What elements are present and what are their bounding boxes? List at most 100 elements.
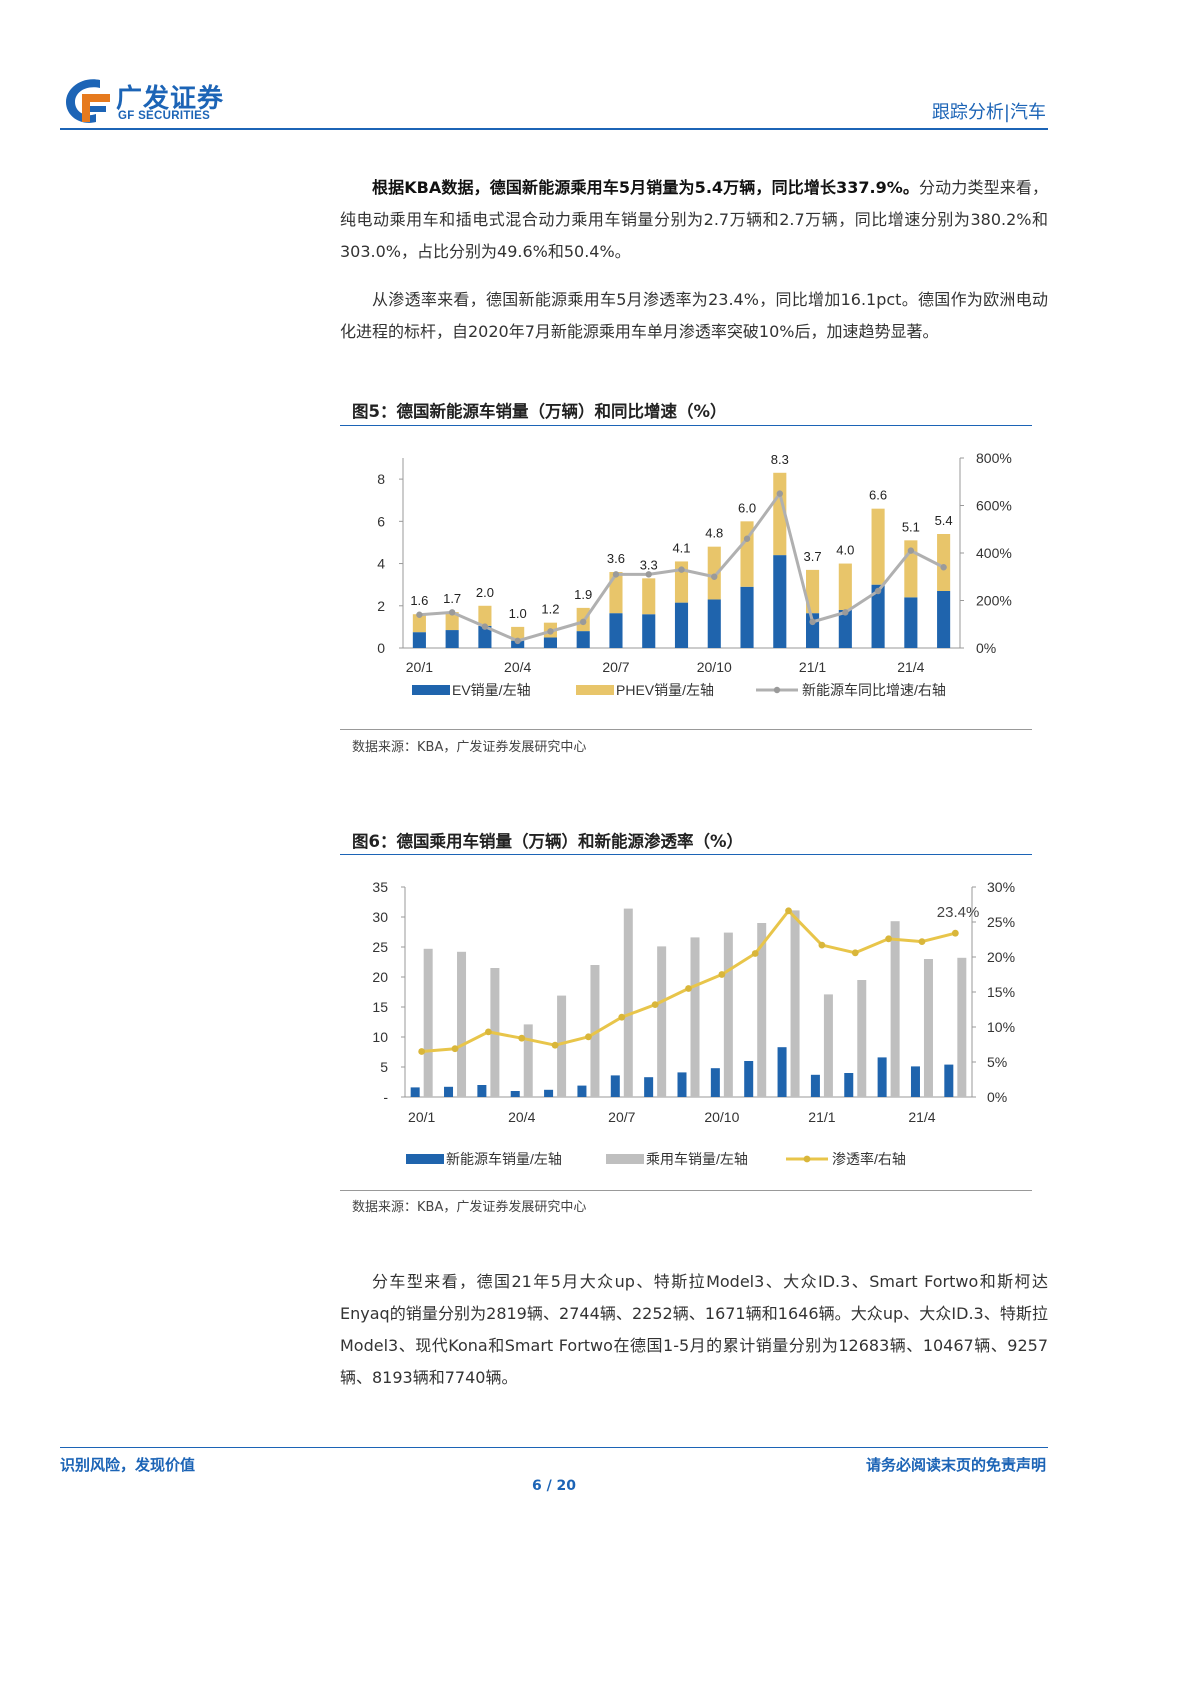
y-right-tick-label: 0% xyxy=(987,1089,1007,1105)
bar-passenger xyxy=(757,923,767,1097)
y-left-tick-label: 10 xyxy=(372,1029,388,1045)
footer-disclaimer-link[interactable]: 请务必阅读末页的免责声明 xyxy=(865,1456,1046,1474)
page-number: 6 / 20 xyxy=(531,1478,577,1494)
bar-passenger xyxy=(857,980,867,1097)
legend-yoy-label: 新能源车同比增速/右轴 xyxy=(802,682,946,698)
data-label: 1.2 xyxy=(541,602,559,617)
data-label: 1.6 xyxy=(410,593,428,608)
data-label: 5.4 xyxy=(935,513,953,528)
data-label: 2.0 xyxy=(476,585,494,600)
bar-ev xyxy=(904,597,918,648)
penetration-point xyxy=(685,985,692,992)
bar-phev xyxy=(445,612,459,631)
x-tick-label: 20/7 xyxy=(602,659,629,675)
penetration-point xyxy=(818,941,826,949)
bar-nev xyxy=(610,1075,620,1097)
y-right-tick-label: 800% xyxy=(976,450,1012,466)
data-label: 4.0 xyxy=(836,543,854,558)
figure-5-title: 图5：德国新能源车销量（万辆）和同比增速（%） xyxy=(352,402,727,421)
y-left-tick-label: 4 xyxy=(377,556,385,572)
bar-passenger xyxy=(623,908,633,1097)
bar-ev xyxy=(838,610,852,648)
legend-penetration-label: 渗透率/右轴 xyxy=(832,1151,906,1167)
data-label: 6.0 xyxy=(738,500,756,515)
logo-subtext: GF SECURITIES xyxy=(118,110,211,122)
penetration-point xyxy=(451,1045,459,1053)
bar-passenger xyxy=(823,994,833,1097)
y-right-tick-label: 20% xyxy=(987,949,1015,965)
y-right-tick-label: 200% xyxy=(976,593,1012,609)
data-label: 1.7 xyxy=(443,591,461,606)
bar-nev xyxy=(744,1061,754,1097)
yoy-point xyxy=(580,618,587,626)
y-right-tick-label: 30% xyxy=(987,879,1015,895)
x-tick-label: 20/10 xyxy=(704,1109,739,1125)
bar-ev xyxy=(478,625,492,648)
y-right-tick-label: 15% xyxy=(987,984,1015,1000)
data-label: 3.3 xyxy=(640,557,658,572)
bar-passenger xyxy=(723,932,733,1097)
figure-5-bottom-rule xyxy=(340,729,1032,730)
y-right-tick-label: 25% xyxy=(987,914,1015,930)
bar-ev xyxy=(707,599,721,648)
bar-ev xyxy=(773,555,787,648)
bar-nev xyxy=(844,1073,854,1097)
bar-ev xyxy=(412,632,426,648)
y-left-tick-label: 20 xyxy=(372,969,388,985)
legend-passenger-swatch xyxy=(606,1154,644,1164)
legend-yoy-marker xyxy=(773,686,781,694)
penetration-point xyxy=(918,938,926,945)
data-label: 4.8 xyxy=(705,526,723,541)
x-tick-label: 20/1 xyxy=(406,659,433,675)
penetration-point xyxy=(751,950,759,957)
data-label: 1.9 xyxy=(574,587,592,602)
penetration-point xyxy=(851,949,859,957)
bar-passenger xyxy=(423,948,433,1097)
bar-passenger xyxy=(557,995,567,1097)
data-label: 4.1 xyxy=(672,540,690,555)
yoy-point xyxy=(776,490,783,497)
bar-ev xyxy=(871,584,885,648)
bar-phev xyxy=(511,626,525,641)
bar-phev xyxy=(642,578,656,615)
bar-nev xyxy=(644,1077,654,1097)
bar-ev xyxy=(642,614,656,648)
y-left-tick-label: 2 xyxy=(377,598,385,614)
figure-6-top-rule xyxy=(340,854,1032,855)
bar-passenger xyxy=(523,1024,533,1097)
data-label: 8.3 xyxy=(771,452,789,467)
figure-5-source: 数据来源：KBA，广发证券发展研究中心 xyxy=(352,740,587,755)
x-tick-label: 21/1 xyxy=(799,659,826,675)
y-right-tick-label: 5% xyxy=(987,1054,1007,1070)
penetration-point xyxy=(418,1048,426,1055)
yoy-point xyxy=(907,547,915,554)
bar-phev xyxy=(806,569,820,614)
penetration-point xyxy=(651,1001,659,1008)
legend-ev-label: EV销量/左轴 xyxy=(452,682,531,698)
y-left-tick-label: 0 xyxy=(377,640,385,656)
bar-nev xyxy=(877,1057,887,1097)
penetration-point xyxy=(484,1028,492,1036)
yoy-point xyxy=(612,571,620,578)
yoy-point xyxy=(547,628,554,635)
logo-text: 广发证券 xyxy=(116,84,225,114)
yoy-point xyxy=(645,571,652,578)
section-label: 跟踪分析|汽车 xyxy=(931,102,1046,123)
paragraph-3: 分车型来看，德国21年5月大众up、特斯拉Model3、大众ID.3、Smart… xyxy=(340,1266,1048,1394)
bar-nev xyxy=(477,1085,487,1097)
penetration-point xyxy=(618,1013,626,1021)
bar-passenger xyxy=(690,937,700,1097)
x-tick-label: 21/1 xyxy=(808,1109,835,1125)
penetration-annotation: 23.4% xyxy=(937,904,980,921)
footer-slogan: 识别风险，发现价值 xyxy=(60,1456,196,1474)
bar-nev xyxy=(944,1064,954,1097)
yoy-point xyxy=(448,609,456,616)
bar-nev xyxy=(810,1074,820,1097)
penetration-line xyxy=(421,909,956,1053)
bar-passenger xyxy=(790,910,800,1097)
legend-passenger-label: 乘用车销量/左轴 xyxy=(646,1151,748,1167)
footer-divider xyxy=(60,1447,1048,1448)
paragraph-1: 根据KBA数据，德国新能源乘用车5月销量为5.4万辆，同比增长337.9%。分动… xyxy=(340,172,1048,268)
bar-nev xyxy=(910,1066,920,1097)
x-tick-label: 20/4 xyxy=(504,659,531,675)
